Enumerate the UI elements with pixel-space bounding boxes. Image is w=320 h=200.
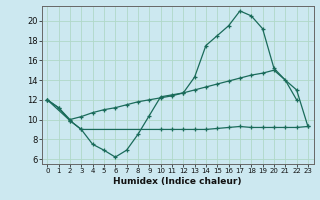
X-axis label: Humidex (Indice chaleur): Humidex (Indice chaleur) <box>113 177 242 186</box>
